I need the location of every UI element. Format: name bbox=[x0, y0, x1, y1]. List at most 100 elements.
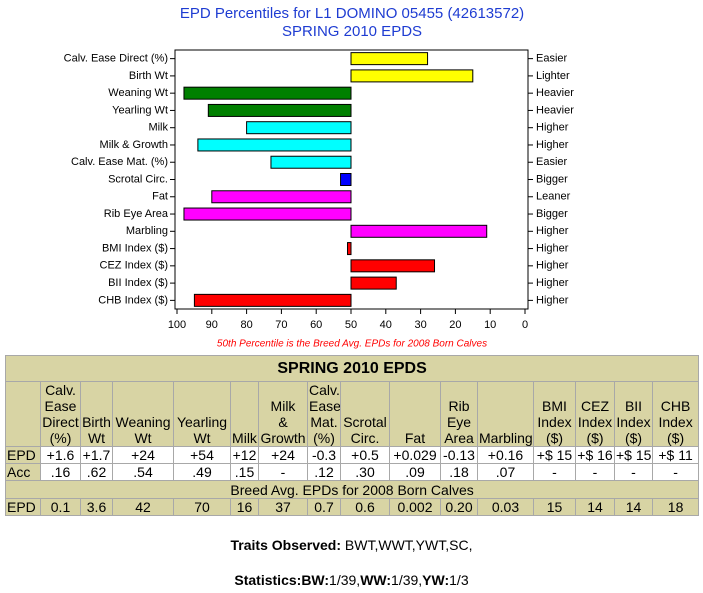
bar bbox=[183, 86, 352, 100]
header-line: Eye bbox=[446, 414, 472, 430]
header-line: Index bbox=[577, 414, 613, 430]
column-header: Calv. Ease Mat. (%) bbox=[307, 381, 341, 447]
y-tick-label: Milk & Growth bbox=[100, 139, 168, 151]
statistics-part: Statistics: bbox=[234, 572, 302, 588]
column-header: CHB Index ($) bbox=[651, 381, 700, 447]
row-label: Acc bbox=[5, 463, 41, 481]
header-line: ($) bbox=[545, 430, 564, 446]
cell: .54 bbox=[112, 463, 174, 481]
chart-title: EPD Percentiles for L1 DOMINO 05455 (426… bbox=[180, 5, 524, 22]
bar bbox=[183, 207, 352, 221]
header-line: Growth bbox=[260, 430, 306, 446]
statistics-line: Statistics:BW:1/39,WW:1/39,YW:1/3 bbox=[0, 572, 703, 588]
bar bbox=[246, 121, 352, 135]
x-tick-label: 0 bbox=[522, 319, 528, 331]
header-line: BII bbox=[624, 398, 643, 414]
header-line: Calv. bbox=[309, 382, 340, 399]
header-line: Yearling bbox=[176, 414, 228, 430]
statistics-part: BW: bbox=[301, 572, 330, 588]
title-row: SPRING 2010 EPDS bbox=[4, 355, 700, 382]
y-tick-label: Weaning Wt bbox=[108, 87, 168, 99]
right-label: Higher bbox=[536, 225, 569, 237]
header-line: (%) bbox=[49, 430, 72, 446]
column-header: BII Index ($) bbox=[614, 381, 653, 447]
y-tick-label: Marbling bbox=[126, 225, 168, 237]
right-label: Higher bbox=[536, 122, 569, 134]
cell: 0.6 bbox=[340, 498, 390, 516]
cell: +0.029 bbox=[389, 446, 441, 464]
right-label: Heavier bbox=[536, 104, 574, 116]
cell: 16 bbox=[230, 498, 259, 516]
chart-note: 50th Percentile is the Breed Avg. EPDs f… bbox=[217, 339, 487, 350]
y-tick-label: Scrotal Circ. bbox=[108, 173, 168, 185]
bar bbox=[211, 190, 352, 204]
y-tick-label: Fat bbox=[152, 191, 168, 203]
header-line: Marbling bbox=[479, 430, 533, 446]
cell: +1.7 bbox=[80, 446, 113, 464]
bar bbox=[207, 103, 352, 117]
cell: 0.002 bbox=[389, 498, 441, 516]
bar bbox=[350, 276, 397, 290]
data-row: EPD +1.6 +1.7 +24 +54 +12 +24 -0.3 +0.5 +0.029 -0.… bbox=[5, 446, 700, 464]
bar bbox=[197, 138, 352, 152]
right-label: Easier bbox=[536, 156, 568, 168]
chart-subtitle: SPRING 2010 EPDS bbox=[282, 23, 422, 40]
cell: 42 bbox=[112, 498, 174, 516]
header-line: Mat. bbox=[310, 414, 338, 430]
header-line: (%) bbox=[313, 430, 335, 446]
bar bbox=[193, 293, 352, 307]
cell: -0.13 bbox=[440, 446, 478, 464]
y-tick-label: Birth Wt bbox=[129, 70, 168, 82]
cell: +$ 15 bbox=[614, 446, 653, 464]
header-line: Area bbox=[444, 430, 474, 446]
header-line: Wt bbox=[134, 430, 152, 446]
cell: +$ 11 bbox=[651, 446, 700, 464]
bar bbox=[350, 69, 474, 83]
column-header: Fat bbox=[389, 381, 441, 447]
cell: +54 bbox=[173, 446, 231, 464]
header-line: Direct bbox=[42, 414, 79, 430]
traits-label: Traits Observed: bbox=[230, 537, 342, 553]
y-tick-label: Rib Eye Area bbox=[104, 208, 169, 220]
column-header: Calv. Ease Direct (%) bbox=[40, 381, 81, 447]
epd-table: SPRING 2010 EPDS Calv. Ease Direct (%) Birth W… bbox=[4, 355, 700, 516]
column-header: Milk & Growth bbox=[258, 381, 308, 447]
right-label: Higher bbox=[536, 139, 569, 151]
cell: +0.5 bbox=[340, 446, 390, 464]
cell: .62 bbox=[80, 463, 113, 481]
header-line: Scrotal bbox=[343, 414, 387, 430]
right-label: Higher bbox=[536, 260, 569, 272]
right-label: Heavier bbox=[536, 87, 574, 99]
chart: EPD Percentiles for L1 DOMINO 05455 (426… bbox=[64, 5, 575, 350]
cell: +12 bbox=[230, 446, 259, 464]
header-line: BMI bbox=[542, 398, 567, 414]
right-label: Bigger bbox=[536, 208, 568, 220]
traits-value: BWT,WWT,YWT,SC, bbox=[344, 537, 473, 553]
right-label: Leaner bbox=[536, 191, 571, 203]
cell: - bbox=[651, 463, 700, 481]
header-line: ($) bbox=[586, 430, 604, 446]
header-line: Wt bbox=[193, 430, 211, 446]
header-line: & bbox=[278, 414, 288, 430]
x-tick-label: 50 bbox=[345, 319, 357, 331]
row-label: EPD bbox=[5, 446, 41, 464]
cell: +24 bbox=[112, 446, 174, 464]
column-header: Milk bbox=[230, 381, 259, 447]
y-tick-label: BMI Index ($) bbox=[102, 242, 168, 254]
header-line: Fat bbox=[404, 430, 426, 446]
column-header: Rib Eye Area bbox=[440, 381, 478, 447]
header-line: Wt bbox=[87, 430, 106, 446]
bar bbox=[270, 155, 352, 169]
cell: +1.6 bbox=[40, 446, 81, 464]
header-line: Weaning bbox=[115, 414, 171, 430]
header-line: Ease bbox=[309, 398, 341, 414]
header-line: Ease bbox=[44, 398, 77, 414]
header-row: Calv. Ease Direct (%) Birth Wt Weaning Wt Yearli… bbox=[5, 381, 700, 447]
cell: - bbox=[575, 463, 615, 481]
column-header: Weaning Wt bbox=[112, 381, 174, 447]
cell: .15 bbox=[230, 463, 259, 481]
header-line: Birth bbox=[82, 414, 111, 430]
breed-row: EPD 0.1 3.6 42 70 16 37 0.7 0.6 0.002 0.20 0.03 15 14… bbox=[5, 498, 700, 516]
x-tick-label: 90 bbox=[206, 319, 218, 331]
x-tick-label: 80 bbox=[240, 319, 252, 331]
